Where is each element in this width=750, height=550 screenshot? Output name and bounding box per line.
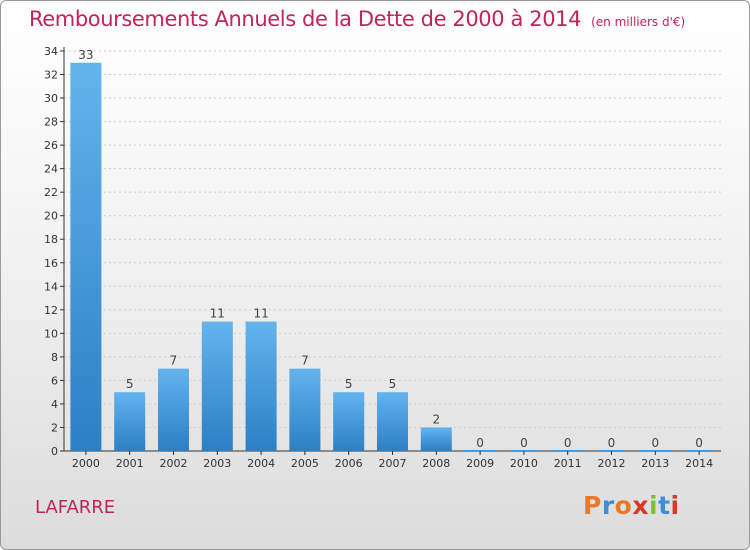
- data-label: 0: [476, 436, 484, 450]
- y-tick-label: 22: [44, 186, 58, 199]
- data-label: 0: [651, 436, 659, 450]
- bar: [508, 450, 540, 451]
- data-label: 0: [695, 436, 703, 450]
- title-text: Remboursements Annuels de la Dette de 20…: [29, 7, 582, 31]
- y-tick-label: 18: [44, 233, 58, 246]
- y-tick-label: 14: [44, 280, 58, 293]
- data-label: 11: [253, 307, 268, 321]
- data-label: 0: [520, 436, 528, 450]
- x-tick-label: 2011: [554, 457, 582, 470]
- data-label: 33: [78, 48, 93, 62]
- x-tick-label: 2003: [203, 457, 231, 470]
- logo-letter: r: [601, 491, 615, 520]
- y-tick-label: 32: [44, 69, 58, 82]
- bar: [245, 321, 277, 451]
- y-tick-label: 16: [44, 257, 58, 270]
- logo-letter: i: [670, 491, 680, 520]
- x-tick-label: 2008: [422, 457, 450, 470]
- logo-letter: t: [658, 491, 671, 520]
- x-tick-label: 2007: [379, 457, 407, 470]
- y-tick-label: 30: [44, 92, 58, 105]
- y-tick-label: 28: [44, 116, 58, 129]
- y-tick-label: 4: [51, 398, 58, 411]
- x-tick-label: 2014: [685, 457, 713, 470]
- x-tick-label: 2001: [116, 457, 144, 470]
- x-tick-label: 2010: [510, 457, 538, 470]
- proxiti-logo: Proxiti: [583, 491, 680, 520]
- x-tick-label: 2013: [641, 457, 669, 470]
- chart-title: Remboursements Annuels de la Dette de 20…: [29, 7, 685, 31]
- town-name: LAFARRE: [35, 497, 116, 518]
- bar: [464, 450, 496, 451]
- y-tick-label: 6: [51, 374, 58, 387]
- y-tick-label: 8: [51, 351, 58, 364]
- bar: [639, 450, 671, 451]
- bar: [158, 368, 189, 451]
- y-tick-label: 24: [44, 163, 58, 176]
- y-tick-label: 34: [44, 45, 58, 58]
- logo-letter: o: [614, 491, 633, 520]
- data-label: 5: [389, 377, 397, 391]
- x-tick-label: 2004: [247, 457, 275, 470]
- x-tick-label: 2006: [335, 457, 363, 470]
- x-tick-label: 2009: [466, 457, 494, 470]
- y-tick-label: 0: [51, 445, 58, 458]
- data-label: 7: [170, 354, 178, 368]
- bar: [114, 392, 146, 451]
- bar: [596, 450, 627, 451]
- x-tick-label: 2005: [291, 457, 319, 470]
- data-label: 0: [564, 436, 572, 450]
- bar: [70, 62, 102, 451]
- y-tick-label: 2: [51, 421, 58, 434]
- bar: [552, 450, 584, 451]
- chart-subtitle: (en milliers d'€): [591, 15, 686, 29]
- logo-letter: P: [583, 491, 602, 520]
- x-tick-label: 2002: [160, 457, 188, 470]
- x-tick-label: 2012: [598, 457, 626, 470]
- data-label: 2: [432, 412, 440, 426]
- bar: [201, 321, 233, 451]
- data-label: 11: [210, 307, 225, 321]
- data-label: 0: [608, 436, 616, 450]
- x-tick-label: 2000: [72, 457, 100, 470]
- bar: [683, 450, 715, 451]
- bar: [289, 368, 321, 451]
- y-tick-label: 26: [44, 139, 58, 152]
- bar: [420, 427, 452, 451]
- data-label: 5: [345, 377, 353, 391]
- logo-letter: x: [632, 491, 649, 520]
- y-tick-label: 12: [44, 304, 58, 317]
- data-label: 5: [126, 377, 134, 391]
- logo-letter: i: [649, 491, 659, 520]
- data-label: 7: [301, 354, 309, 368]
- y-tick-label: 10: [44, 327, 58, 340]
- bar: [333, 392, 365, 451]
- bar: [377, 392, 408, 451]
- y-tick-label: 20: [44, 210, 58, 223]
